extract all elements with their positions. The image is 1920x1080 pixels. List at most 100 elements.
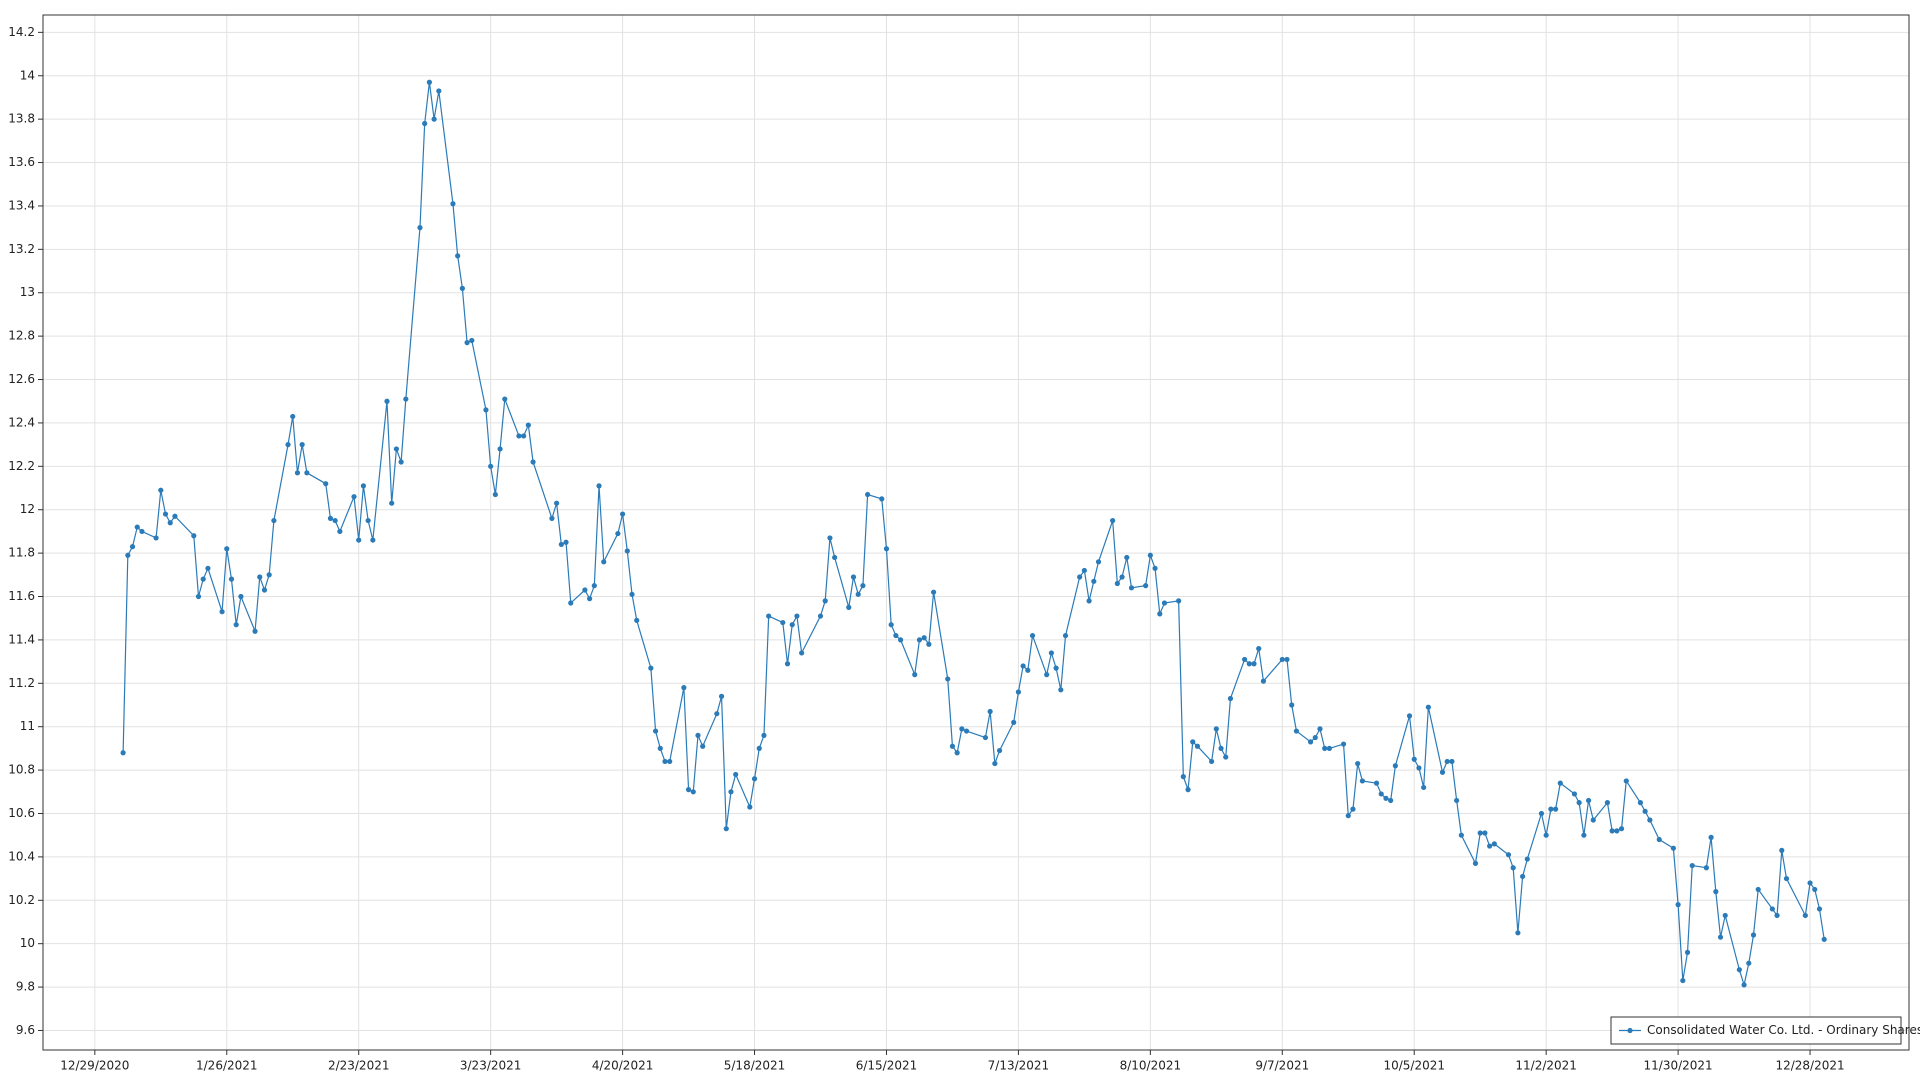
data-point [1510, 865, 1516, 871]
data-point [417, 225, 423, 231]
data-point [1190, 739, 1196, 745]
data-point [1293, 728, 1300, 734]
y-tick-label: 13.6 [8, 155, 35, 169]
data-point [1086, 598, 1092, 604]
data-point [723, 826, 729, 832]
data-point [634, 617, 640, 623]
data-point [422, 120, 428, 127]
data-point [1062, 632, 1069, 639]
data-point [1406, 713, 1413, 719]
data-point [502, 396, 508, 402]
data-point [1680, 977, 1686, 984]
data-point [987, 708, 993, 715]
data-point [1218, 745, 1224, 751]
data-point [615, 530, 621, 537]
data-point [403, 396, 409, 402]
data-point [290, 413, 296, 420]
data-point [690, 789, 696, 795]
data-point [563, 539, 569, 545]
data-point [1077, 574, 1083, 580]
data-point [926, 641, 932, 647]
data-point [162, 511, 169, 517]
y-tick-label: 13.2 [8, 242, 35, 256]
data-point [1251, 661, 1257, 667]
data-point [1326, 745, 1333, 751]
data-point [483, 407, 489, 413]
data-point [521, 433, 527, 439]
data-point [1618, 826, 1625, 832]
data-point [1110, 517, 1116, 524]
data-point [1812, 886, 1818, 893]
data-point [1048, 650, 1054, 656]
x-tick-label: 12/29/2020 [60, 1059, 129, 1073]
data-point [1015, 689, 1022, 695]
data-point [233, 622, 239, 628]
data-point [120, 750, 126, 756]
data-point [158, 487, 164, 493]
data-point [582, 587, 588, 593]
data-point [662, 758, 668, 765]
data-point [1543, 832, 1549, 838]
data-point [1614, 828, 1620, 834]
data-point [799, 650, 805, 656]
data-point [1147, 552, 1153, 558]
x-tick-label: 11/30/2021 [1644, 1059, 1713, 1073]
data-point [389, 500, 395, 506]
data-point [1378, 791, 1384, 797]
y-tick-label: 11 [20, 719, 35, 733]
data-point [129, 544, 136, 550]
y-tick-label: 9.8 [16, 980, 35, 994]
plot-frame [42, 14, 1910, 1051]
data-point [1355, 760, 1361, 767]
data-point [1821, 936, 1827, 942]
data-point [1350, 806, 1356, 812]
x-tick-label: 3/23/2021 [460, 1059, 522, 1073]
data-point [332, 517, 338, 524]
data-point [1081, 567, 1087, 574]
data-point [652, 728, 659, 734]
y-tick-label: 12.2 [8, 459, 35, 473]
x-tick-label: 9/7/2021 [1255, 1059, 1309, 1073]
data-point [1755, 886, 1761, 893]
data-point [1746, 960, 1752, 966]
data-point [1284, 656, 1290, 663]
y-tick-label: 14 [20, 68, 35, 82]
data-point [1025, 667, 1031, 673]
series-line [122, 82, 1825, 988]
data-point [398, 459, 404, 465]
data-point [568, 600, 574, 606]
data-point [1774, 912, 1780, 919]
data-point [1157, 611, 1163, 617]
data-point [360, 483, 367, 489]
data-point [327, 515, 334, 521]
y-tick-label: 13 [20, 285, 35, 299]
data-point [1449, 758, 1455, 765]
data-point [879, 496, 885, 502]
data-point [450, 201, 456, 207]
data-point [1807, 880, 1813, 886]
data-point [1317, 726, 1323, 732]
data-point [1779, 847, 1785, 853]
data-point [1548, 806, 1554, 812]
legend-box [1610, 1016, 1902, 1045]
data-point [294, 470, 301, 476]
data-point [1058, 687, 1064, 693]
x-tick-label: 5/18/2021 [724, 1059, 786, 1073]
data-point [850, 574, 857, 580]
legend-label: Consolidated Water Co. Ltd. - Ordinary S… [1647, 1023, 1920, 1037]
data-point [1623, 778, 1629, 784]
data-point [224, 546, 230, 552]
data-point [323, 481, 329, 487]
data-point [516, 433, 522, 439]
data-point [766, 613, 772, 619]
data-point [1011, 719, 1017, 725]
data-point [370, 537, 376, 543]
data-point [718, 693, 725, 699]
data-point [860, 583, 866, 589]
data-point [285, 442, 291, 448]
y-tick-label: 12.8 [8, 329, 35, 343]
data-point [681, 685, 687, 691]
data-point [1289, 702, 1295, 708]
data-point [337, 528, 343, 535]
